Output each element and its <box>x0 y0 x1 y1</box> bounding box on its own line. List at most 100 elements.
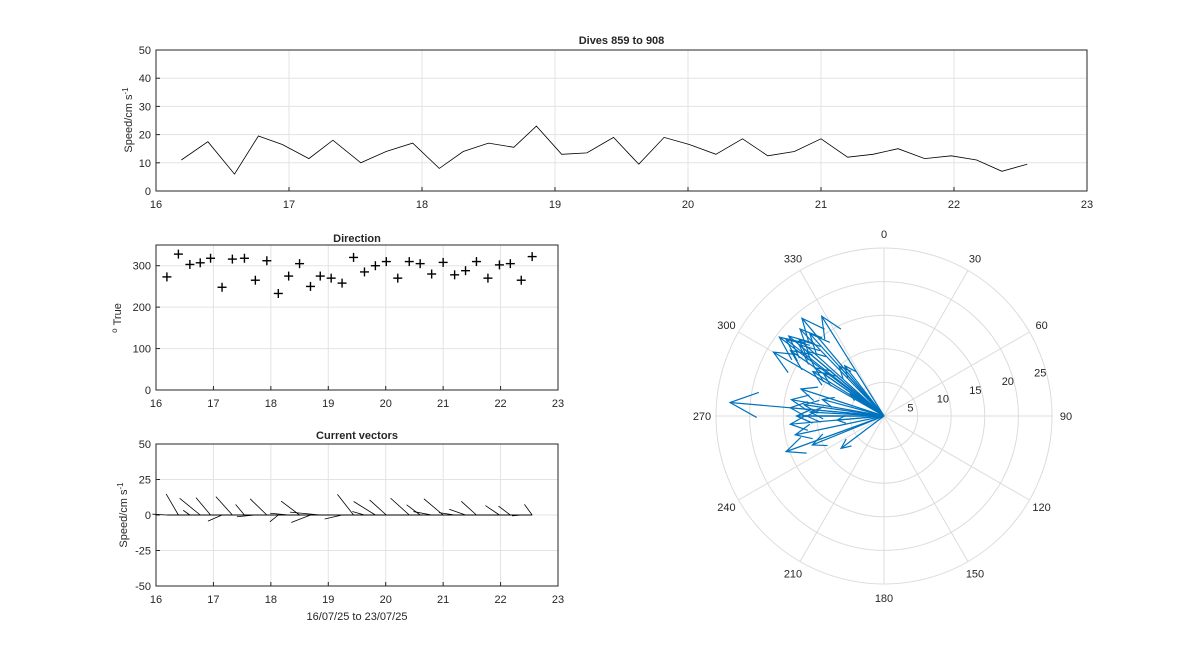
direction-point <box>337 278 347 288</box>
direction-point <box>195 258 205 268</box>
polar-arrow-head <box>772 351 799 373</box>
speed-xtick-label-7: 23 <box>1081 199 1093 211</box>
direction-point <box>305 281 315 291</box>
speed-ylabel: Speed/cm s-1 <box>121 87 135 153</box>
vectors-xtick-label-2: 18 <box>265 594 277 606</box>
polar-spoke-7 <box>799 415 885 562</box>
polar-arrow <box>799 386 885 417</box>
direction-frame <box>155 244 559 391</box>
direction-point <box>404 257 414 267</box>
polar-arrow-head <box>778 336 805 361</box>
direction-point <box>295 259 305 269</box>
direction-point <box>527 252 537 262</box>
direction-point <box>381 257 391 267</box>
direction-ytick-label-2: 200 <box>133 302 151 314</box>
vector-stick <box>269 514 279 523</box>
polar-arrow <box>805 350 885 417</box>
polar-arrow-head <box>787 335 813 359</box>
speed-frame <box>155 49 1088 192</box>
direction-point <box>227 254 237 264</box>
polar-arrow-shaft <box>773 351 885 417</box>
speed-title: Dives 859 to 908 <box>579 35 665 47</box>
vector-stick <box>289 511 321 516</box>
vector-stick <box>353 501 376 516</box>
polar-angle-label-3: 90 <box>1060 411 1072 423</box>
vector-stick <box>179 498 201 516</box>
polar-arrow-head <box>805 409 821 423</box>
speed-ytick-label-0: 0 <box>145 186 151 198</box>
direction-ytick-label-1: 100 <box>133 344 151 356</box>
direction-point <box>461 266 471 276</box>
vector-stick <box>352 511 365 516</box>
vectors-sticks <box>152 493 533 523</box>
polar-panel: 5 10 15 20 25 0 30 60 90 120 150 180 210 240 270 300 330 <box>693 229 1072 605</box>
direction-point <box>217 282 227 292</box>
direction-markers <box>162 249 537 298</box>
polar-angle-label-9: 270 <box>693 411 711 423</box>
polar-arrow-shaft <box>798 339 885 417</box>
vector-stick <box>195 497 211 516</box>
polar-angle-label-7: 210 <box>784 569 802 581</box>
polar-arrow <box>800 317 885 417</box>
speed-xtick-label-4: 20 <box>682 199 694 211</box>
polar-angle-label-2: 60 <box>1035 320 1047 332</box>
polar-arrow-shaft <box>804 404 885 417</box>
direction-xtick-label-5: 21 <box>437 398 449 410</box>
direction-axes-box <box>155 244 559 391</box>
polar-r-label-1: 10 <box>937 394 949 406</box>
polar-arrow-head <box>800 317 825 343</box>
polar-arrow-shaft <box>785 338 885 417</box>
direction-grid <box>155 244 559 391</box>
polar-arrow <box>811 370 885 417</box>
speed-ytick-label-3: 30 <box>139 101 151 113</box>
speed-xtick-label-3: 19 <box>549 199 561 211</box>
polar-arrow-head <box>805 350 827 370</box>
vectors-ytick-label-3: 25 <box>139 475 151 487</box>
speed-series <box>181 125 1028 175</box>
direction-ylabel: oTrue <box>110 303 124 333</box>
direction-point <box>326 273 336 283</box>
polar-spoke-5 <box>883 415 969 562</box>
vector-stick <box>485 505 500 516</box>
speed-xtick-label-5: 21 <box>815 199 827 211</box>
vectors-panel: 16 17 18 19 20 21 22 23 -50 -25 0 25 50 Current vect… <box>116 430 564 623</box>
polar-arrow-head <box>795 408 813 424</box>
direction-tick-labels: 16 17 18 19 20 21 22 23 0 100 200 300 <box>133 261 564 410</box>
polar-arrow-shaft <box>806 350 885 417</box>
vector-stick <box>449 508 466 516</box>
direction-point <box>427 269 437 279</box>
speed-axes-box <box>155 49 1088 192</box>
vector-stick <box>406 504 421 516</box>
vectors-xtick-label-6: 22 <box>494 594 506 606</box>
direction-point <box>450 270 460 280</box>
direction-xtick-label-6: 22 <box>494 398 506 410</box>
vectors-xtick-label-0: 16 <box>150 594 162 606</box>
vector-stick <box>291 514 311 523</box>
direction-point <box>494 260 504 270</box>
polar-arrow-head <box>789 349 813 371</box>
vectors-tick-labels: 16 17 18 19 20 21 22 23 -50 -25 0 25 50 <box>135 439 564 606</box>
polar-arrow-head <box>802 399 820 414</box>
polar-arrow <box>822 372 885 417</box>
vector-stick <box>324 514 343 520</box>
polar-angle-label-11: 330 <box>784 253 802 265</box>
polar-arrow-head <box>784 436 807 454</box>
vector-stick <box>249 498 268 516</box>
polar-arrow-shaft <box>837 415 885 421</box>
polar-arrow <box>793 415 885 440</box>
polar-arrow-head <box>810 433 828 447</box>
polar-arrow-shaft <box>795 415 885 436</box>
direction-xtick-label-2: 18 <box>265 398 277 410</box>
polar-arrow-head <box>808 332 831 355</box>
vector-stick <box>438 512 455 516</box>
polar-arrow <box>820 315 885 417</box>
vectors-xtick-label-3: 19 <box>322 594 334 606</box>
vector-stick <box>337 494 354 516</box>
direction-point <box>438 257 448 267</box>
direction-point <box>415 259 425 269</box>
polar-angle-label-6: 180 <box>875 593 893 605</box>
polar-r-label-2: 15 <box>969 385 981 397</box>
polar-arrow-head <box>811 370 830 386</box>
direction-xtick-label-0: 16 <box>150 398 162 410</box>
polar-arrow-shaft <box>821 315 885 417</box>
